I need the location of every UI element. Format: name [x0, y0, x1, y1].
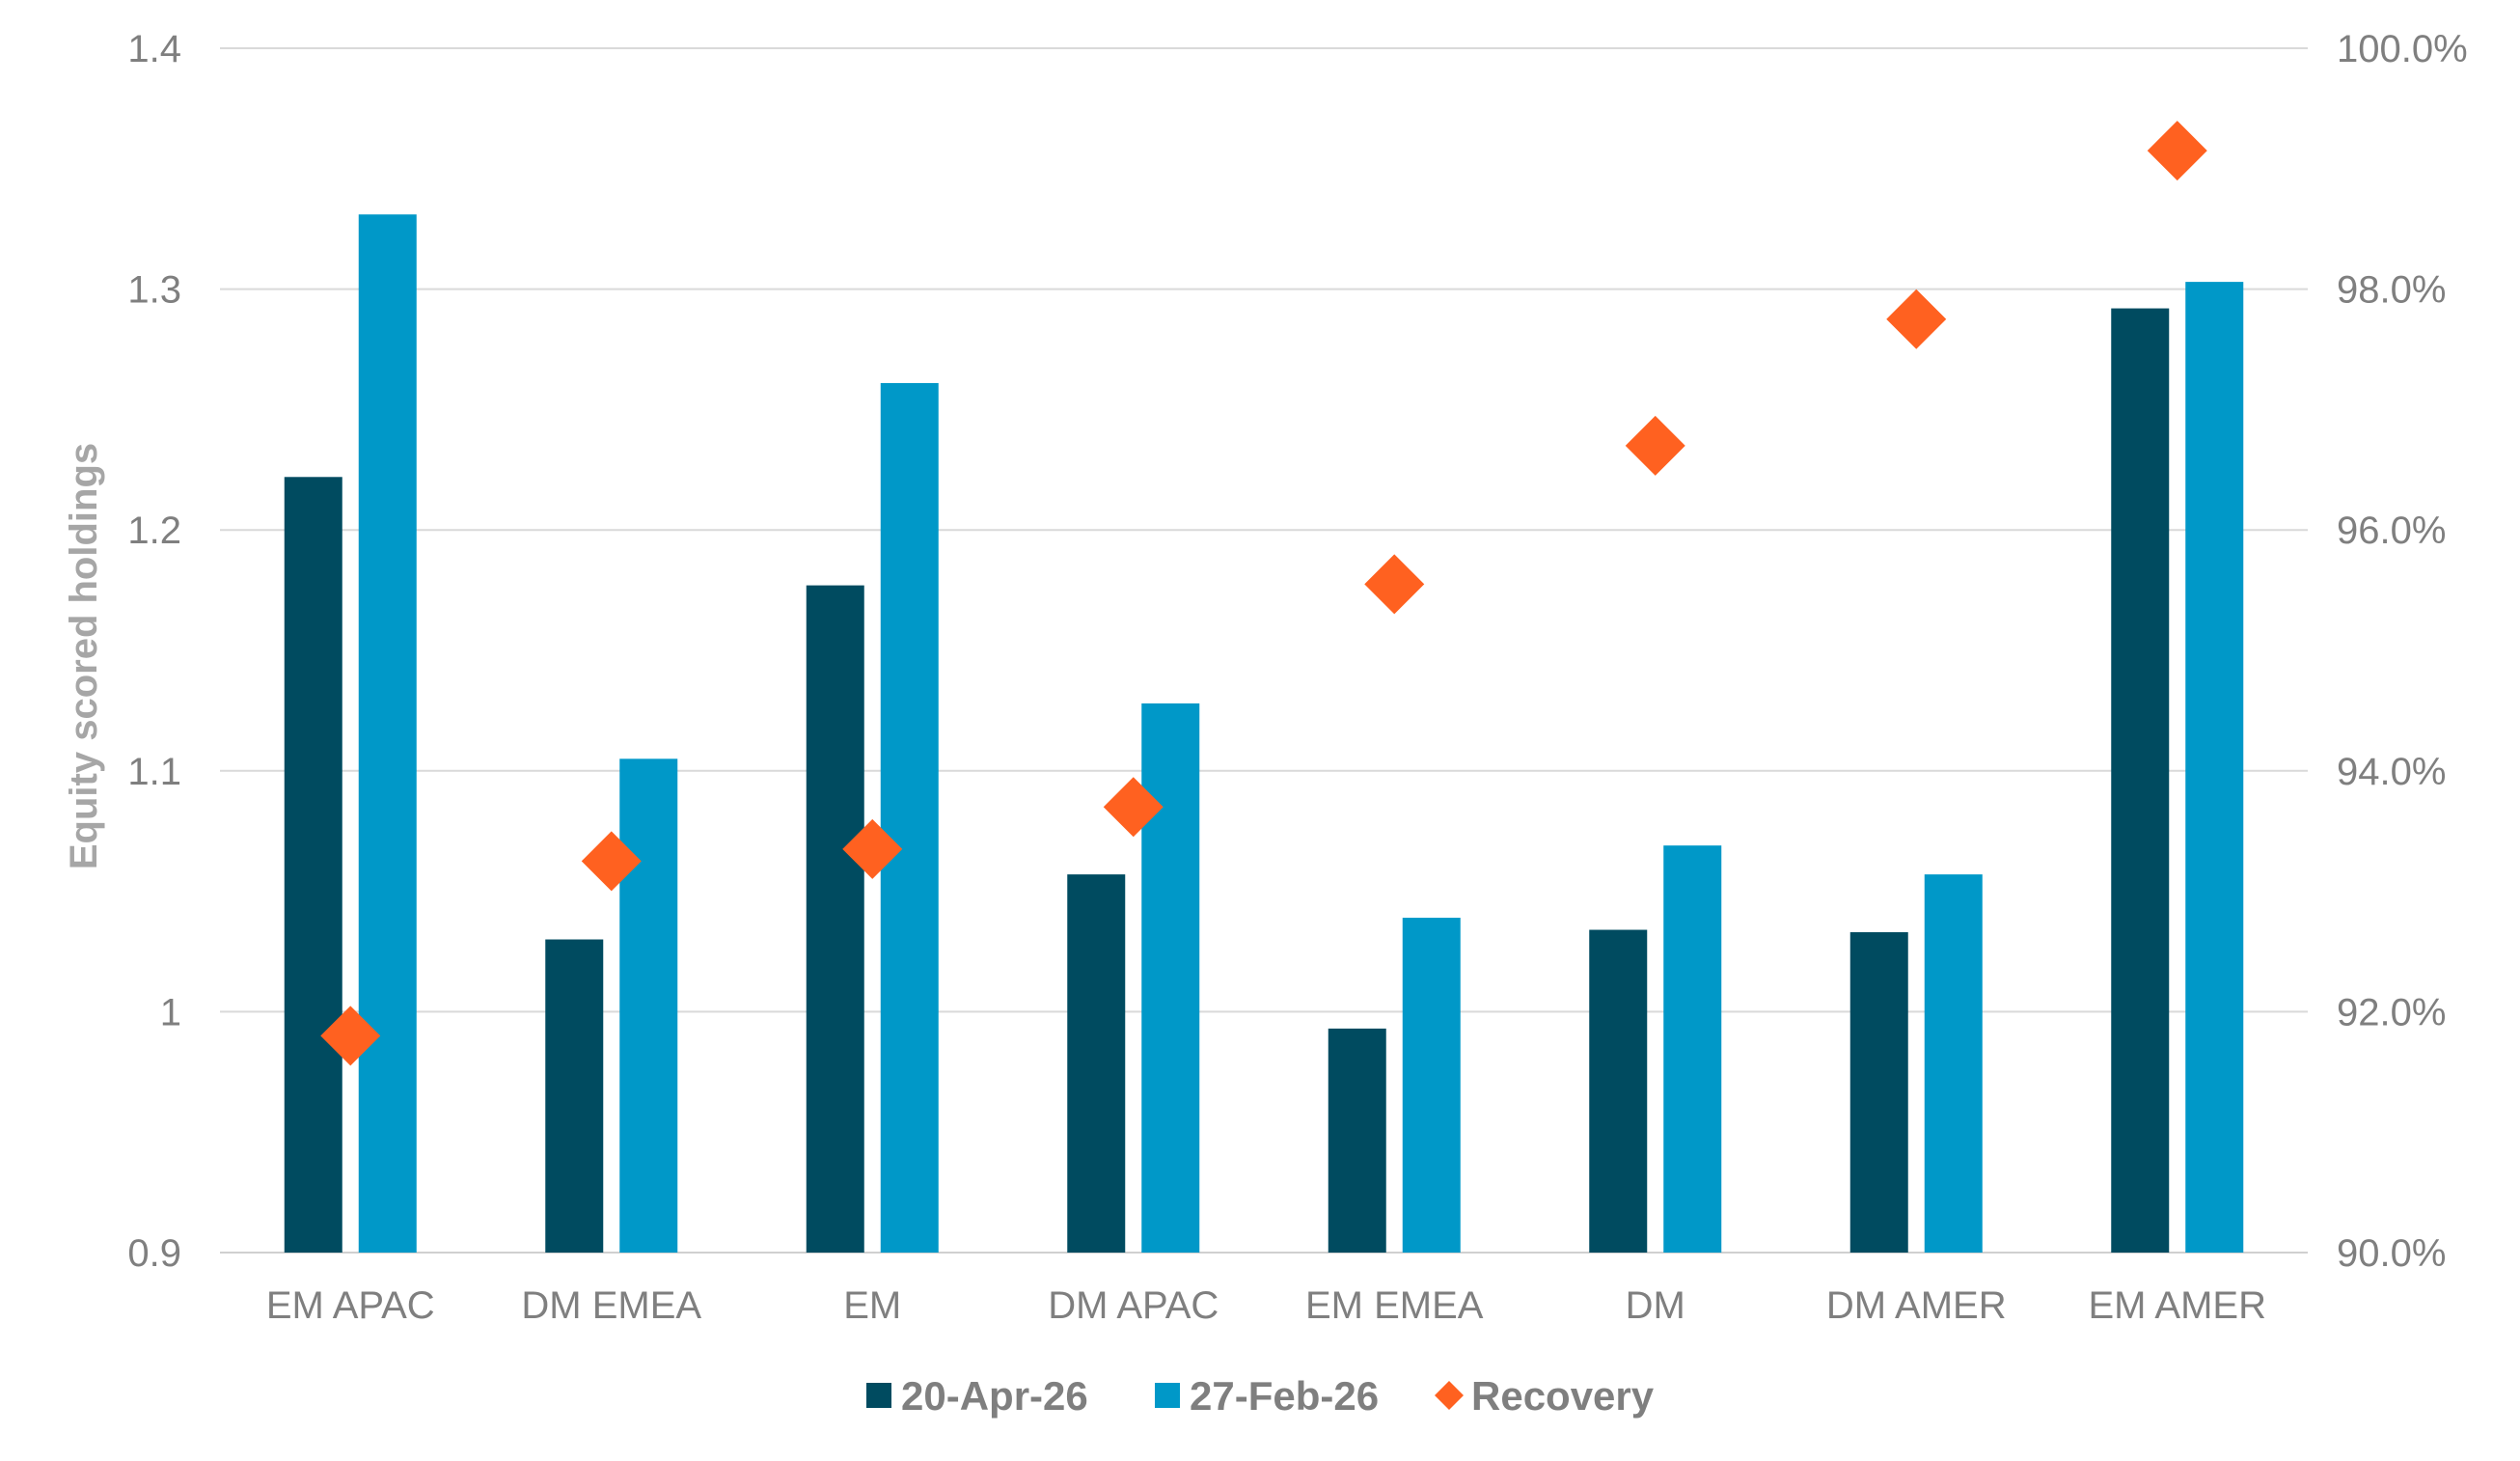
left-tick-label: 0.9: [127, 1232, 181, 1275]
bar: [1663, 845, 1722, 1253]
bar: [1924, 874, 1983, 1253]
legend-label: 27-Feb-26: [1190, 1373, 1379, 1419]
right-tick-label: 100.0%: [2337, 28, 2468, 70]
legend-swatch: [1435, 1381, 1464, 1410]
right-tick-label: 96.0%: [2337, 510, 2446, 552]
x-tick-label: EM AMER: [2089, 1284, 2266, 1327]
bar: [1328, 1028, 1386, 1253]
x-tick-label: EM APAC: [266, 1284, 435, 1327]
bar: [358, 214, 417, 1253]
legend-swatch: [1155, 1383, 1180, 1408]
bar: [806, 585, 864, 1253]
recovery-marker: [1103, 777, 1164, 838]
left-axis-ticks: 0.9 1 1.1 1.2 1.3 1.4: [127, 28, 181, 1275]
x-tick-label: EM: [843, 1284, 901, 1327]
recovery-marker: [1886, 289, 1947, 349]
bar: [619, 758, 678, 1253]
bar: [880, 382, 939, 1254]
right-tick-label: 98.0%: [2337, 269, 2446, 312]
bar: [1402, 918, 1461, 1253]
legend-swatch: [866, 1383, 891, 1408]
x-tick-label: EM EMEA: [1305, 1284, 1484, 1327]
bar: [1141, 703, 1200, 1253]
legend-label: 20-Apr-26: [901, 1373, 1088, 1419]
right-tick-label: 92.0%: [2337, 991, 2446, 1034]
x-tick-label: DM EMEA: [521, 1284, 701, 1327]
x-axis-ticks: EM APAC DM EMEA EM DM APAC EM EMEA DM DM AMER E…: [266, 1284, 2266, 1327]
bar: [1849, 932, 1908, 1253]
y-axis-label: Equity scored holdings: [63, 443, 105, 869]
bar: [545, 939, 604, 1253]
bar: [2111, 308, 2170, 1253]
bars: [284, 214, 2244, 1254]
x-tick-label: DM APAC: [1048, 1284, 1219, 1327]
left-tick-label: 1.2: [127, 510, 181, 552]
gridlines: [220, 47, 2308, 1254]
left-tick-label: 1.4: [127, 28, 181, 70]
bar: [1067, 874, 1126, 1253]
bar: [2185, 282, 2244, 1253]
left-tick-label: 1: [160, 991, 181, 1034]
right-tick-label: 90.0%: [2337, 1232, 2446, 1275]
bar: [1589, 929, 1648, 1253]
right-axis-ticks: 90.0% 92.0% 94.0% 96.0% 98.0% 100.0%: [2337, 28, 2468, 1275]
recovery-marker: [320, 1006, 381, 1066]
recovery-marker: [842, 818, 903, 879]
recovery-marker: [1364, 554, 1425, 615]
right-tick-label: 94.0%: [2337, 751, 2446, 793]
left-tick-label: 1.1: [127, 751, 181, 793]
bar: [284, 477, 342, 1254]
legend-label: Recovery: [1471, 1373, 1655, 1419]
recovery-marker: [2147, 121, 2207, 181]
recovery-markers: [320, 121, 2207, 1066]
left-tick-label: 1.3: [127, 269, 181, 312]
legend: 20-Apr-26 27-Feb-26 Recovery: [866, 1373, 1655, 1419]
x-tick-label: DM AMER: [1826, 1284, 2007, 1327]
recovery-marker: [581, 831, 642, 892]
x-tick-label: DM: [1626, 1284, 1685, 1327]
recovery-marker: [1625, 415, 1685, 476]
